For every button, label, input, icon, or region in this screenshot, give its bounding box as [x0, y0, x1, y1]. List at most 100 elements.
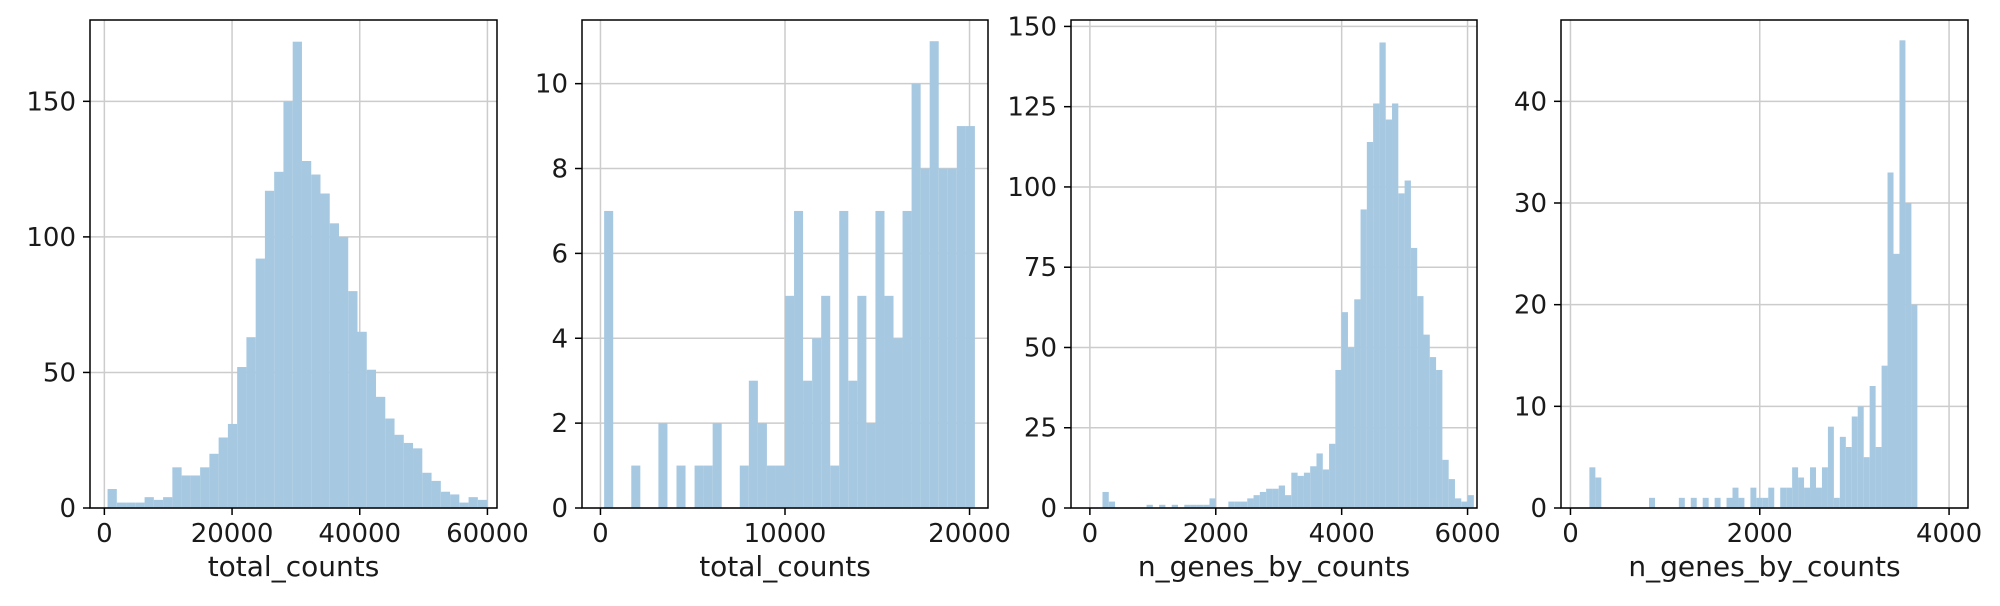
histogram-bar [163, 497, 173, 508]
histogram-bar [1899, 40, 1906, 508]
histogram-bar [1228, 501, 1235, 508]
histogram-bar [911, 83, 921, 509]
histogram-bar [1589, 467, 1596, 508]
histogram-bar [1436, 369, 1443, 508]
histogram-bar [376, 396, 386, 508]
histogram-bar [366, 369, 377, 508]
histogram-bar [1839, 436, 1846, 508]
histogram-bar [1108, 501, 1116, 508]
histogram-bar [274, 171, 284, 509]
histogram-bar [1792, 467, 1799, 508]
histogram-bar [803, 380, 813, 508]
histogram-bar [1253, 495, 1260, 508]
histogram-bar [403, 442, 414, 508]
histogram-bar [1354, 299, 1361, 508]
histogram-bar [1690, 497, 1697, 508]
histogram-bar [1410, 247, 1418, 508]
histogram-panel-4: 0 2000 4000 0 10 20 30 40 n_genes_by_counts [1514, 19, 1982, 583]
histogram-bar [676, 465, 686, 508]
histogram-bar [1448, 479, 1455, 508]
histogram-bar [1234, 501, 1241, 508]
histogram-bar [1649, 497, 1655, 508]
histogram-bar [1875, 447, 1882, 508]
histogram-bar [1762, 497, 1769, 508]
histogram-bar [1887, 172, 1894, 508]
histogram-bar [1310, 466, 1317, 508]
histogram-bar [348, 291, 358, 508]
plot-frame [1560, 19, 1969, 509]
histogram-bar [965, 126, 975, 508]
histogram-bar [1595, 477, 1602, 508]
histogram-bar [1714, 497, 1721, 508]
histogram-bar [712, 423, 722, 508]
y-tick-label: 10 [535, 70, 568, 100]
y-tick-label: 25 [1024, 414, 1057, 444]
histogram-bar [1360, 209, 1367, 508]
histogram-bar [1911, 304, 1918, 508]
histogram-bar [477, 499, 488, 508]
y-tick-label: 100 [26, 223, 76, 253]
y-tick-label: 50 [43, 358, 76, 388]
x-tick-label: 2000 [1183, 519, 1249, 549]
histogram-panel-1: 0 20000 40000 60000 0 50 100 150 total_counts [26, 19, 529, 583]
plot-frame [89, 19, 498, 509]
histogram-bar [1869, 386, 1876, 508]
plot-frame [1070, 19, 1478, 509]
histogram-bar [1209, 498, 1216, 508]
histogram-bar [875, 210, 885, 508]
histogram-bar [431, 480, 441, 508]
histogram-bar [218, 437, 228, 508]
histogram-bar [200, 467, 210, 508]
histogram-bar [450, 494, 460, 508]
x-axis-label: n_genes_by_counts [1628, 550, 1900, 583]
histogram-bar [153, 499, 164, 508]
histogram-bar [1102, 491, 1109, 508]
histogram-bar [839, 210, 849, 508]
x-tick-label: 6000 [1434, 519, 1500, 549]
histogram-bar [320, 193, 330, 508]
histogram-bar [1392, 103, 1399, 508]
histogram-bar [422, 472, 432, 508]
histogram-bar [1750, 487, 1757, 508]
histogram-bar [190, 475, 201, 508]
histogram-bar [830, 465, 840, 508]
histogram-bar [1379, 42, 1386, 508]
histogram-bar [1366, 142, 1374, 508]
histogram-bar [227, 423, 238, 508]
y-tick-label: 125 [1007, 93, 1057, 123]
histogram-bar [283, 101, 293, 508]
histogram-bar [1798, 477, 1805, 508]
histogram-bar [1272, 488, 1279, 508]
y-tick-label: 150 [1007, 12, 1057, 42]
histogram-bar [1702, 497, 1709, 508]
histogram-bar [1804, 487, 1811, 508]
histogram-bar [1146, 504, 1153, 508]
histogram-bar [1316, 453, 1323, 508]
histogram-bar [394, 434, 404, 508]
x-tick-label: 0 [1082, 519, 1099, 549]
x-tick-label: 0 [1562, 519, 1579, 549]
histogram-bar [956, 126, 966, 508]
y-tick-label: 0 [59, 494, 76, 524]
x-tick-label: 4000 [1916, 519, 1982, 549]
histogram-bar [413, 448, 423, 508]
y-tick-label: 2 [551, 409, 568, 439]
histogram-bar [311, 174, 321, 509]
histogram-bar [1373, 103, 1380, 508]
histogram-bar [1203, 504, 1210, 508]
histogram-bar [1240, 501, 1248, 508]
histogram-bar [209, 453, 219, 508]
histogram-bar [748, 380, 758, 508]
histogram-bar [1726, 497, 1733, 508]
histogram-bar [255, 258, 265, 508]
histogram-bar [440, 491, 451, 508]
histogram-bar [920, 168, 930, 509]
x-tick-label: 20000 [928, 519, 1011, 549]
histogram-bar [1190, 504, 1197, 508]
histogram-bar [107, 489, 117, 508]
histogram-bar [658, 423, 668, 508]
histogram-bar [1851, 416, 1858, 508]
histogram-bar [857, 295, 867, 508]
histogram-bar [1196, 504, 1204, 508]
histogram-bar [1738, 497, 1745, 508]
